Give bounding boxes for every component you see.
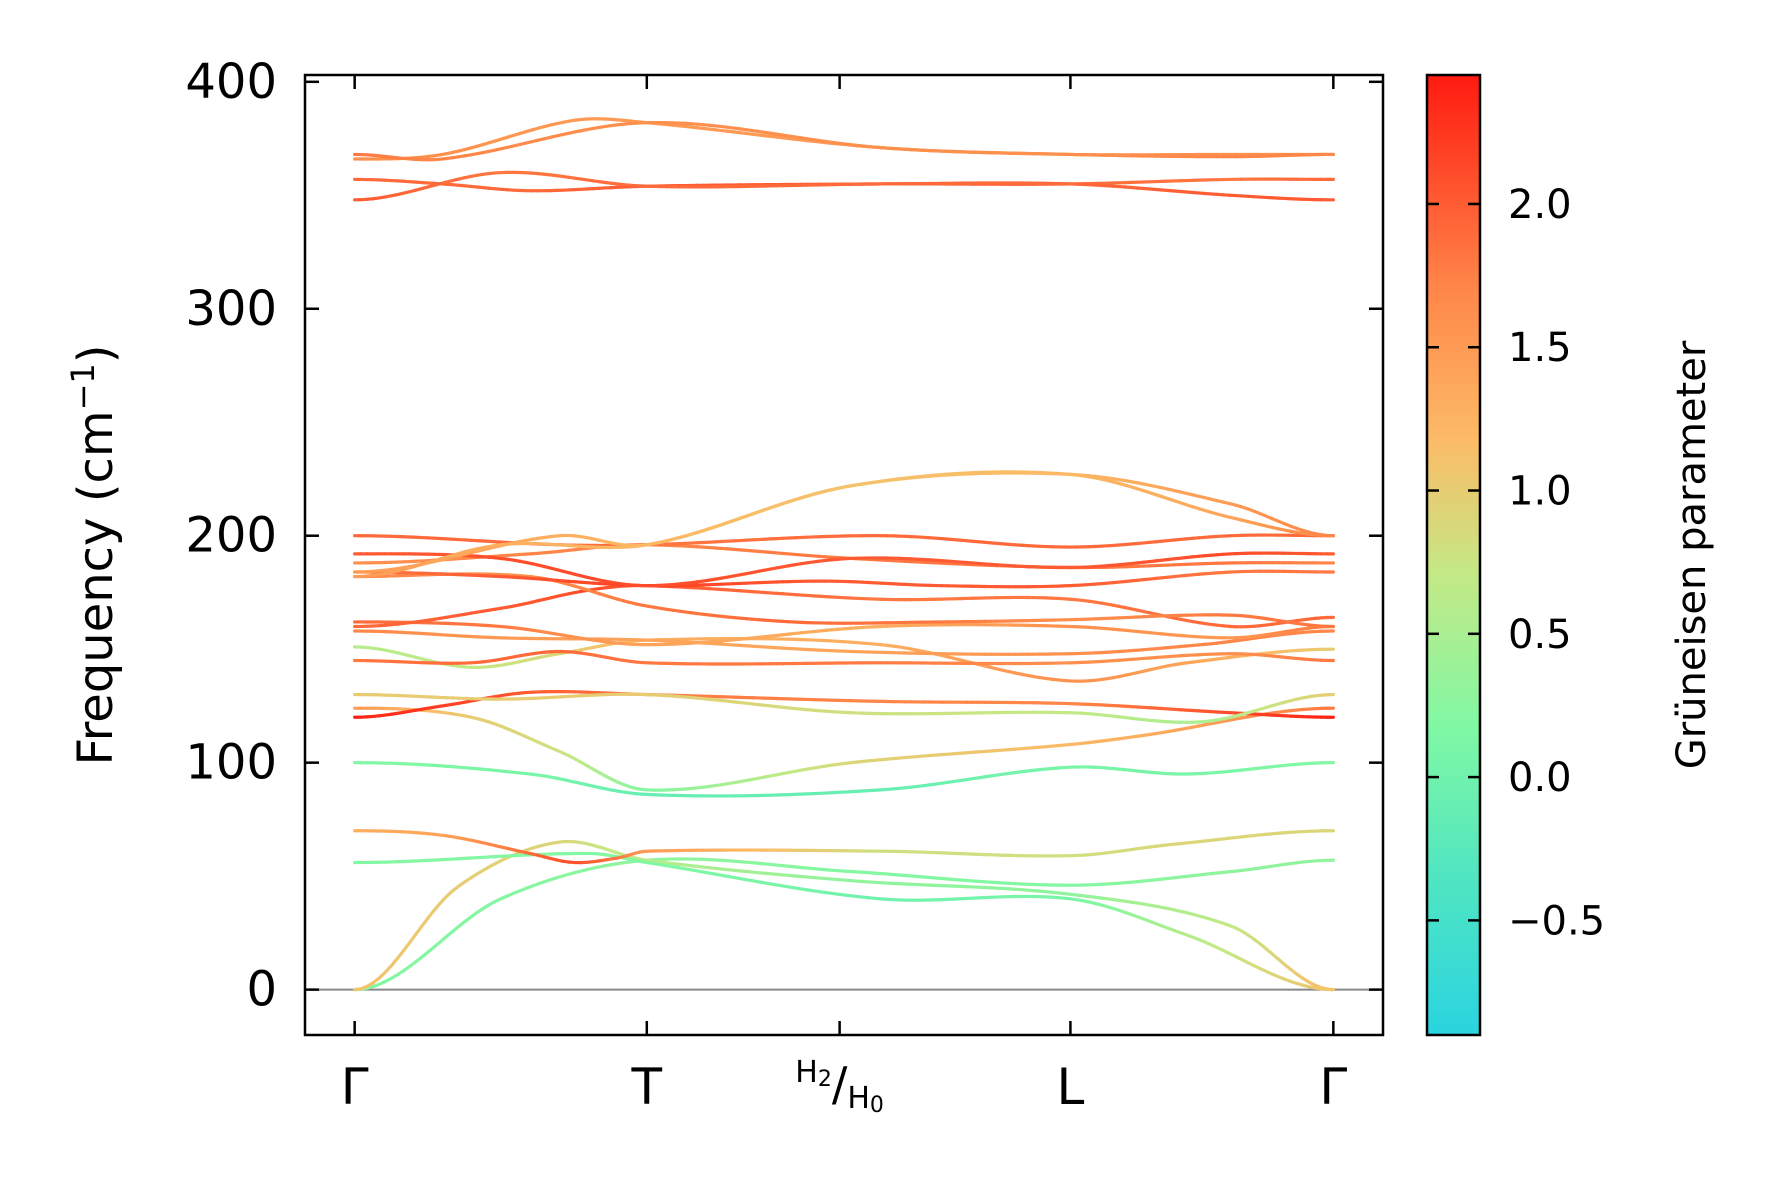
band-6 — [353, 706, 1335, 792]
band-12 — [353, 620, 1335, 647]
band-5 — [353, 761, 1335, 798]
y-tick-label: 0 — [246, 962, 277, 1018]
y-tick-label: 100 — [185, 735, 277, 791]
plot-frame — [303, 73, 1385, 1037]
colorbar-tick-label: 0.5 — [1508, 612, 1572, 658]
colorbar-tick-label: −0.5 — [1508, 898, 1605, 944]
colorbar-label: Grüneisen parameter — [1669, 340, 1715, 769]
colorbar-tick-label: 0.0 — [1508, 755, 1572, 801]
x-tick-label-part: 2 — [818, 1067, 832, 1092]
colorbar-ticks: −0.5 0.0 0.5 1.0 1.5 2.0 — [1427, 182, 1605, 944]
y-tick-label: 200 — [185, 508, 277, 564]
phonon-bands — [353, 117, 1335, 992]
x-tick-label: Γ — [341, 1058, 369, 1116]
band-segment — [395, 949, 406, 961]
y-tick-label: 300 — [185, 281, 277, 337]
colorbar: −0.5 0.0 0.5 1.0 1.5 2.0 Grüneisen parameter — [1425, 73, 1715, 1037]
colorbar-tick-label: 1.5 — [1508, 325, 1572, 371]
x-tick-label-part: 0 — [870, 1093, 884, 1118]
colorbar-tick-label: 2.0 — [1508, 182, 1572, 228]
y-tick-label: 400 — [185, 54, 277, 110]
band-segment — [402, 940, 412, 953]
band-2 — [353, 839, 1335, 992]
band-8 — [353, 692, 1335, 724]
band-21 — [353, 117, 1335, 161]
x-axis-ticks: Γ T H2/H0 L Γ — [341, 75, 1347, 1118]
y-axis-label-close: ) — [68, 344, 124, 363]
band-24 — [353, 170, 1335, 202]
x-tick-label-part: / — [832, 1057, 848, 1111]
band-22 — [353, 120, 1335, 162]
x-tick-label-fraction: H2/H0 — [795, 1055, 884, 1118]
colorbar-tick-label: 1.0 — [1508, 469, 1572, 515]
x-tick-label: T — [631, 1058, 663, 1116]
y-axis-label-main: Frequency (cm — [68, 410, 124, 765]
x-tick-label-part: H — [847, 1081, 870, 1116]
band-20 — [353, 471, 1335, 579]
band-segment — [408, 932, 418, 945]
x-tick-label: L — [1056, 1058, 1084, 1116]
band-1 — [353, 857, 1335, 992]
colorbar-gradient — [1425, 73, 1482, 1037]
band-10 — [353, 649, 1335, 666]
band-segment — [420, 916, 430, 928]
y-axis-label: Frequency (cm−1) — [64, 344, 124, 765]
band-3 — [353, 851, 1335, 992]
y-axis-ticks: 0 100 200 300 400 — [185, 54, 1383, 1018]
x-tick-label-part: H — [795, 1055, 818, 1090]
band-4 — [353, 829, 1335, 865]
y-axis-label-exponent: −1 — [64, 363, 102, 410]
band-segment — [414, 924, 424, 936]
band-segment — [426, 908, 436, 920]
band-13 — [353, 583, 1335, 629]
x-tick-label: Γ — [1319, 1058, 1347, 1116]
band-17 — [353, 551, 1335, 588]
